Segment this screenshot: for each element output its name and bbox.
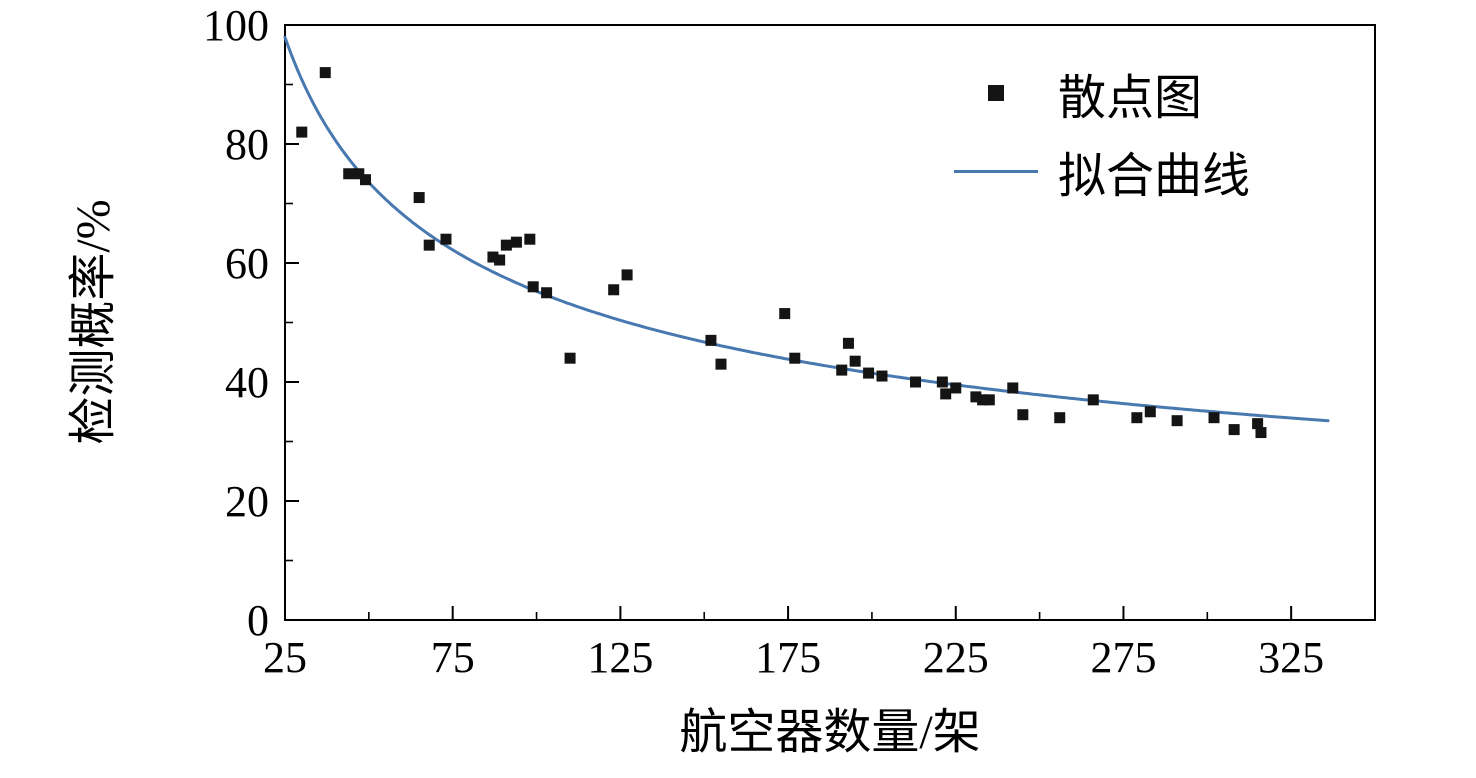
scatter-point <box>910 376 922 388</box>
scatter-point <box>353 168 365 180</box>
scatter-point <box>842 337 854 349</box>
scatter-point <box>1131 412 1143 424</box>
scatter-point <box>413 192 425 204</box>
scatter-point <box>876 370 888 382</box>
scatter-marker-icon <box>988 85 1004 101</box>
scatter-point <box>359 174 371 186</box>
scatter-point <box>1255 427 1267 439</box>
y-axis: 0 20 40 60 80 100 <box>203 1 299 645</box>
scatter-point <box>494 254 506 266</box>
scatter-point <box>487 251 499 263</box>
y-axis-title: 检测概率/% <box>67 199 120 445</box>
y-tick-label: 0 <box>247 596 269 645</box>
scatter-point <box>715 358 727 370</box>
fit-line-icon <box>954 169 1038 173</box>
x-tick-label: 275 <box>1090 633 1156 682</box>
scatter-point <box>779 308 791 320</box>
scatter-point <box>541 287 553 299</box>
x-tick-label: 125 <box>587 633 653 682</box>
scatter-point <box>936 376 948 388</box>
scatter-point <box>1087 394 1099 406</box>
x-tick-label: 325 <box>1258 633 1324 682</box>
scatter-point <box>789 352 801 364</box>
scatter-point <box>863 367 875 379</box>
scatter-point <box>296 126 308 138</box>
scatter-point <box>1208 412 1220 424</box>
scatter-point <box>836 364 848 376</box>
x-axis-title: 航空器数量/架 <box>679 706 981 759</box>
scatter-point <box>1228 424 1240 436</box>
scatter-point <box>705 334 717 346</box>
scatter-point <box>510 236 522 248</box>
scatter-point <box>608 284 620 296</box>
scatter-point <box>1007 382 1019 394</box>
scatter-point <box>849 355 861 367</box>
scatter-point <box>524 233 536 245</box>
y-tick-label: 20 <box>225 477 269 526</box>
scatter-point <box>1017 409 1029 421</box>
legend-label-fit-curve: 拟合曲线 <box>1058 150 1251 203</box>
y-tick-label: 40 <box>225 358 269 407</box>
scatter-point <box>440 233 452 245</box>
legend-item-scatter: 散点图 <box>948 62 1250 125</box>
x-axis: 25 75 125 175 225 275 325 <box>263 606 1376 682</box>
scatter-point <box>564 352 576 364</box>
y-tick-label: 80 <box>225 120 269 169</box>
legend: 散点图 拟合曲线 <box>948 62 1250 203</box>
scatter-point <box>621 269 633 281</box>
scatter-point <box>1144 406 1156 418</box>
scatter-point <box>1171 415 1183 427</box>
scatter-point <box>977 394 989 406</box>
scatter-point <box>319 67 331 79</box>
scatter-point <box>423 239 435 251</box>
scatter-point <box>950 382 962 394</box>
scatter-point <box>970 391 982 403</box>
scatter-point <box>983 394 995 406</box>
scatter-points <box>296 67 1267 439</box>
y-tick-label: 60 <box>225 239 269 288</box>
y-tick-label: 100 <box>203 1 269 50</box>
scatter-point <box>343 168 355 180</box>
x-tick-label: 225 <box>923 633 989 682</box>
scatter-point <box>527 281 539 293</box>
x-tick-label: 25 <box>263 633 307 682</box>
x-tick-label: 175 <box>755 633 821 682</box>
legend-label-scatter: 散点图 <box>1058 72 1203 125</box>
legend-item-fit-curve: 拟合曲线 <box>948 140 1250 203</box>
x-tick-label: 75 <box>431 633 475 682</box>
scatter-point <box>1054 412 1066 424</box>
scatter-point <box>940 388 952 400</box>
scatter-point <box>500 239 512 251</box>
scatter-point <box>1252 418 1264 430</box>
